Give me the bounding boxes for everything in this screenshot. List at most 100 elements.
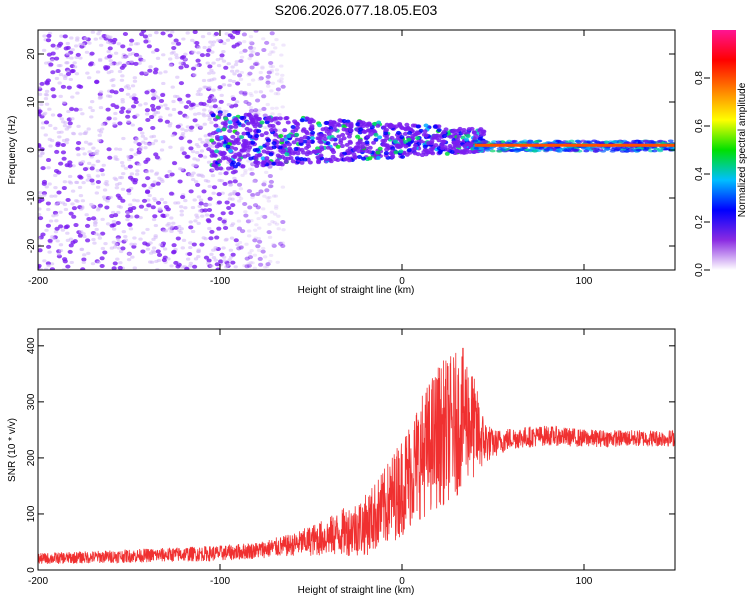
spectrogram-dot [118, 261, 123, 265]
spectrogram-dot [239, 148, 245, 153]
spectrogram-dot [183, 64, 190, 69]
spectrogram-dot [189, 103, 195, 108]
spectrogram-dot [229, 236, 235, 240]
spectrogram-dot [271, 145, 277, 150]
spectrogram-dot [192, 30, 198, 35]
spectrogram-dot [267, 123, 273, 128]
spectrogram-dot [252, 115, 258, 120]
spectrogram-dot [85, 71, 90, 75]
spectrogram-dot [62, 180, 68, 184]
spectrogram-dot [179, 167, 185, 172]
spectrogram-dot [173, 53, 179, 57]
spectrogram-dot [455, 149, 461, 154]
spectrogram-dot [43, 267, 49, 270]
spectrogram-dot [267, 174, 273, 179]
spectrogram-dot [156, 252, 163, 257]
spectrogram-dot [67, 121, 73, 126]
spectrogram-dot [254, 153, 260, 158]
spectrogram-dot [198, 198, 204, 202]
spectrogram-dot [254, 51, 261, 56]
spectrogram-dot [260, 65, 265, 69]
spectrogram-dot [564, 140, 571, 144]
spectrogram-dot [258, 189, 264, 194]
spectrogram-dot [178, 136, 184, 141]
spectrogram-dot [72, 65, 78, 69]
spectrogram-dot [194, 143, 200, 147]
spectrogram-dot [163, 103, 168, 107]
spectrogram-dot [362, 129, 368, 134]
spectrogram-dot [75, 140, 82, 145]
spectrogram-dot [205, 52, 211, 57]
spectrogram-dot [235, 81, 241, 86]
spectrogram-dot [132, 198, 137, 202]
spectrogram-dot [440, 146, 446, 151]
spectrogram-dot [252, 228, 258, 232]
spectrogram-dot [205, 218, 211, 223]
spectrogram-dot [280, 220, 286, 225]
spectrogram-dot [218, 56, 224, 61]
spectrogram-dot [210, 43, 215, 47]
spectrogram-dot [80, 42, 86, 47]
spectrogram-dot [355, 141, 361, 146]
spectrogram-dot [204, 213, 210, 217]
spectrogram-dot [281, 148, 287, 153]
spectrogram-dot [163, 70, 168, 74]
spectrogram-dot [60, 228, 66, 232]
spectrogram-dot [155, 105, 161, 110]
spectrogram-dot [229, 223, 235, 228]
spectrogram-dot [107, 46, 113, 51]
spectrogram-dot [120, 97, 125, 102]
spectrogram-dot [70, 117, 75, 121]
spectrogram-dot [109, 62, 114, 66]
spectrogram-dot [58, 243, 64, 247]
spectrogram-dot [65, 52, 70, 56]
spectrogram-dot [164, 174, 170, 179]
spectrogram-dot [166, 257, 171, 261]
spectrogram-dot [150, 125, 156, 130]
spectrogram-dot [61, 120, 66, 124]
spectrogram-y-label: Frequency (Hz) [7, 116, 18, 185]
spectrogram-dot [255, 192, 261, 197]
spectrogram-dot [78, 56, 83, 60]
spectrogram-dot [261, 94, 267, 99]
snr-ytick-label: 300 [26, 393, 37, 410]
spectrogram-dot [119, 160, 125, 165]
spectrogram-dot [222, 259, 227, 263]
spectrogram-dot [196, 51, 201, 55]
spectrogram-dot [248, 114, 254, 119]
spectrogram-dot [250, 78, 256, 82]
spectrogram-dot [73, 223, 79, 228]
spectrogram-dot [47, 250, 52, 254]
spectrogram-dot [441, 139, 447, 144]
spectrogram-dot [237, 73, 243, 78]
spectrogram-dot [169, 264, 174, 268]
spectrogram-dot [201, 236, 206, 240]
spectrogram-dot [89, 202, 94, 207]
spectrogram-dot [53, 56, 60, 61]
spectrogram-dot [98, 105, 104, 110]
spectrogram-dot [214, 135, 220, 140]
spectrogram-dot [261, 149, 267, 154]
spectrogram-dot [132, 236, 137, 240]
spectrogram-dot [211, 88, 216, 92]
spectrogram-dot [460, 135, 466, 140]
spectrogram-dot [436, 146, 442, 151]
spectrogram-dot [203, 255, 210, 260]
spectrogram-dot [196, 248, 201, 252]
spectrogram-dot [94, 79, 100, 84]
spectrogram-dot [448, 134, 454, 139]
spectrogram-dot [153, 152, 159, 157]
spectrogram-dot [91, 237, 96, 242]
spectrogram-dot [140, 249, 146, 254]
spectrogram-dot [480, 140, 487, 144]
spectrogram-dot [251, 46, 257, 50]
spectrogram-dot [273, 92, 279, 96]
spectrogram-dot [124, 54, 130, 59]
spectrogram-dot [120, 198, 126, 203]
spectrogram-dot [357, 144, 363, 149]
spectrogram-dot [236, 246, 242, 251]
spectrogram-dot [262, 194, 267, 198]
spectrogram-dot [426, 141, 432, 146]
spectrogram-dot [69, 69, 75, 74]
spectrogram-dot [310, 130, 316, 135]
